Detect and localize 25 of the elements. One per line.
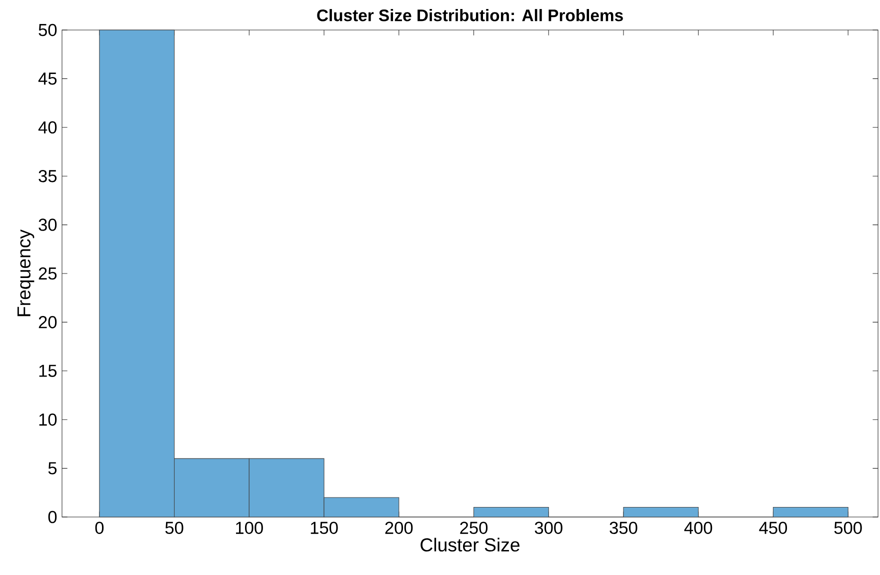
y-tick-label: 35 xyxy=(38,170,57,182)
x-tick-label: 200 xyxy=(385,522,413,534)
y-axis-title: Frequency xyxy=(17,229,34,316)
y-tick-label: 0 xyxy=(48,510,57,524)
x-tick-label: 0 xyxy=(95,522,104,534)
x-tick-label: 350 xyxy=(610,522,638,534)
x-tick-label: 450 xyxy=(759,522,787,534)
x-axis-title: Cluster Size xyxy=(420,538,520,552)
x-tick-label: 150 xyxy=(310,522,338,534)
x-tick-label: 300 xyxy=(534,522,562,534)
x-tick-label: 50 xyxy=(165,522,184,534)
y-tick-label: 5 xyxy=(48,462,57,474)
y-tick-label: 10 xyxy=(39,413,57,426)
x-tick-label: 250 xyxy=(460,522,488,534)
y-tick-label: 15 xyxy=(39,364,57,377)
y-tick-label: 50 xyxy=(38,24,57,36)
y-tick-label: 30 xyxy=(38,218,57,231)
y-tick-label: 20 xyxy=(38,316,57,328)
y-tick-label: 25 xyxy=(38,267,57,280)
y-tick-label: 45 xyxy=(38,72,57,85)
x-tick-label: 400 xyxy=(684,522,712,534)
x-tick-label: 500 xyxy=(834,522,862,534)
chart-title: Cluster Size Distribution: All Problems xyxy=(317,9,623,22)
y-tick-label: 40 xyxy=(38,121,57,134)
x-tick-label: 100 xyxy=(236,522,263,534)
